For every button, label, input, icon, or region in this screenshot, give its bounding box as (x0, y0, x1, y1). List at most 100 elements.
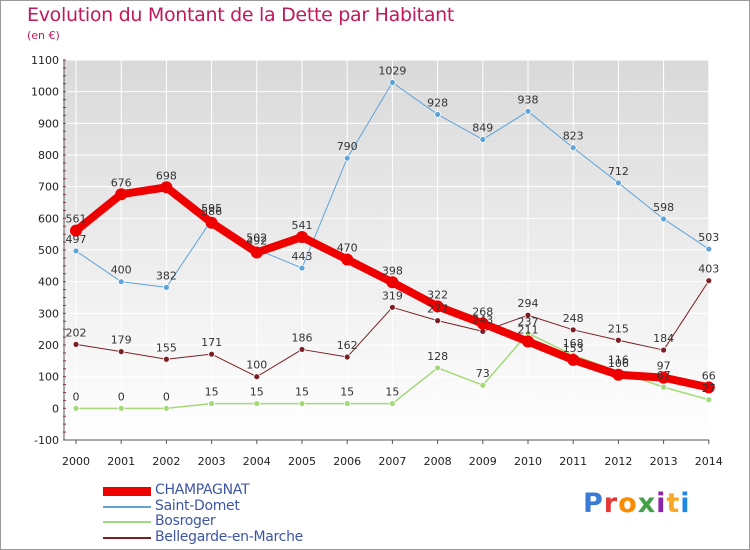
data-point (660, 346, 667, 354)
data-label: 849 (472, 121, 493, 134)
data-label: 237 (518, 315, 539, 328)
data-point (615, 179, 622, 187)
data-label: 403 (698, 263, 719, 276)
data-point (117, 348, 125, 356)
x-tick-label: 2012 (604, 455, 632, 468)
data-point (524, 107, 532, 115)
x-tick-label: 2007 (378, 455, 406, 468)
y-tick-label: -100 (34, 434, 59, 447)
legend-swatch (103, 521, 151, 523)
data-label: 243 (472, 313, 493, 326)
data-label: 492 (246, 235, 267, 248)
data-point (434, 364, 442, 372)
data-label: 541 (292, 219, 313, 232)
logo-letter: x (637, 488, 657, 519)
y-tick-label: 100 (38, 371, 59, 384)
data-label: 15 (205, 386, 219, 399)
data-label: 382 (156, 269, 177, 282)
y-tick-label: 900 (38, 117, 59, 130)
data-point (117, 404, 125, 412)
data-label: 928 (427, 96, 448, 109)
data-point (208, 400, 216, 407)
data-label: 277 (427, 303, 448, 316)
data-label: 211 (518, 324, 539, 337)
logo-letter: t (666, 488, 681, 519)
data-label: 322 (427, 288, 448, 301)
x-tick-label: 2000 (62, 455, 90, 468)
data-label: 153 (563, 342, 584, 355)
data-label: 106 (608, 357, 629, 370)
data-label: 319 (382, 289, 403, 302)
data-label: 248 (563, 312, 584, 325)
data-point (162, 355, 170, 363)
data-point (660, 215, 667, 223)
data-label: 698 (156, 169, 177, 182)
data-label: 67 (657, 369, 671, 382)
logo-letter: o (618, 488, 638, 519)
x-tick-label: 2004 (243, 455, 271, 468)
series-2 (72, 79, 713, 291)
data-point (162, 404, 170, 412)
x-tick-label: 2014 (695, 455, 723, 468)
legend-label: Bosroger (155, 513, 216, 529)
data-label: 0 (163, 390, 170, 403)
data-point (298, 400, 306, 407)
data-point (343, 400, 351, 407)
x-tick-label: 2010 (514, 455, 542, 468)
data-point (250, 246, 263, 259)
data-point (434, 317, 442, 325)
data-label: 268 (472, 305, 493, 318)
data-label: 595 (201, 202, 222, 215)
x-tick-label: 2009 (469, 455, 497, 468)
data-label: 27 (702, 382, 716, 395)
data-label: 676 (111, 176, 132, 189)
data-label: 400 (111, 264, 132, 277)
data-label: 497 (66, 233, 87, 246)
data-label: 171 (201, 336, 222, 349)
data-point (298, 264, 306, 272)
data-point (476, 317, 489, 330)
data-point (388, 79, 396, 86)
data-point (524, 311, 532, 319)
data-label: 15 (385, 386, 399, 399)
data-point (612, 368, 625, 381)
y-tick-label: 500 (38, 244, 59, 257)
y-tick-label: 800 (38, 149, 59, 162)
logo-letter: i (656, 488, 667, 519)
data-point (253, 400, 261, 407)
chart-subtitle: (en €) (27, 29, 60, 42)
legend-label: Saint-Domet (155, 497, 240, 514)
data-point (705, 277, 713, 285)
logo-letter: r (603, 488, 619, 519)
data-point (70, 224, 82, 237)
data-label: 443 (292, 250, 313, 263)
data-label: 503 (698, 231, 719, 244)
data-point (208, 350, 216, 358)
data-label: 561 (66, 213, 87, 226)
legend-swatch (103, 486, 151, 496)
data-point (705, 245, 713, 253)
data-point (388, 400, 396, 407)
data-point (343, 353, 351, 361)
data-point (431, 300, 444, 313)
data-label: 790 (337, 140, 358, 153)
data-label: 186 (292, 331, 313, 344)
x-tick-label: 2011 (559, 455, 587, 468)
data-label: 502 (246, 231, 267, 244)
data-label: 470 (337, 242, 358, 255)
data-label: 398 (382, 264, 403, 277)
data-label: 155 (156, 341, 177, 354)
y-tick-label: 400 (38, 276, 59, 289)
x-tick-label: 2002 (152, 455, 180, 468)
y-tick-label: 700 (38, 181, 59, 194)
chart-title: Evolution du Montant de la Dette par Hab… (27, 4, 455, 26)
data-label: 162 (337, 339, 358, 352)
data-label: 184 (653, 332, 674, 345)
data-point (479, 381, 487, 389)
data-label: 179 (111, 334, 132, 347)
y-tick-label: 600 (38, 212, 59, 225)
data-point (567, 353, 580, 366)
data-label: 15 (250, 386, 264, 399)
data-label: 0 (73, 390, 80, 403)
